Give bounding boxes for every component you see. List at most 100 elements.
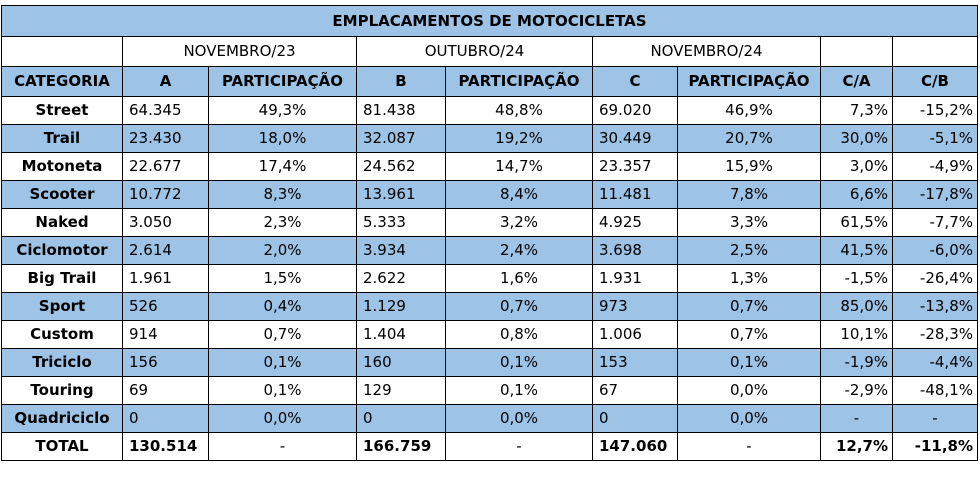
share-a-cell: 2,3% <box>208 208 357 237</box>
change-c-b-cell: -7,7% <box>892 208 978 237</box>
value-c-cell: 30.449 <box>592 124 678 153</box>
change-c-a-cell: 41,5% <box>820 236 893 265</box>
value-b-cell: 1.129 <box>356 292 446 321</box>
column-header-categoria: CATEGORIA <box>1 66 123 97</box>
category-cell: Touring <box>1 376 123 405</box>
column-header-participacao-b: PARTICIPAÇÃO <box>445 66 593 97</box>
value-b-cell: 2.622 <box>356 264 446 293</box>
share-b-cell: 0,7% <box>445 292 593 321</box>
change-c-b-cell: -4,9% <box>892 152 978 181</box>
share-a-cell: 49,3% <box>208 96 357 125</box>
category-cell: Ciclomotor <box>1 236 123 265</box>
share-c-cell: 3,3% <box>677 208 821 237</box>
change-c-a-cell: -1,5% <box>820 264 893 293</box>
share-a-cell: 1,5% <box>208 264 357 293</box>
total-row: TOTAL 130.514-166.759-147.060-12,7% -11,8% <box>1 432 978 461</box>
value-b-cell: 160 <box>356 348 446 377</box>
value-b-cell: 81.438 <box>356 96 446 125</box>
category-cell: Big Trail <box>1 264 123 293</box>
share-b-cell: 0,8% <box>445 320 593 349</box>
value-a-cell: 156 <box>122 348 209 377</box>
total-change-c-a-cell: 12,7% <box>820 432 893 461</box>
value-a-cell: 2.614 <box>122 236 209 265</box>
share-b-cell: 0,1% <box>445 376 593 405</box>
share-c-cell: 46,9% <box>677 96 821 125</box>
share-b-cell: 8,4% <box>445 180 593 209</box>
value-b-cell: 13.961 <box>356 180 446 209</box>
share-a-cell: 0,1% <box>208 376 357 405</box>
total-share-b-cell: - <box>445 432 593 461</box>
period-header-nov24: NOVEMBRO/24 <box>592 36 821 67</box>
share-b-cell: 0,1% <box>445 348 593 377</box>
period-header-blank-cb <box>892 36 978 67</box>
change-c-b-cell: -6,0% <box>892 236 978 265</box>
value-c-cell: 11.481 <box>592 180 678 209</box>
change-c-a-cell: - <box>820 404 893 433</box>
share-b-cell: 3,2% <box>445 208 593 237</box>
column-header-c-b: C/B <box>892 66 978 97</box>
change-c-a-cell: -1,9% <box>820 348 893 377</box>
period-header-nov23: NOVEMBRO/23 <box>122 36 357 67</box>
share-c-cell: 1,3% <box>677 264 821 293</box>
change-c-a-cell: 3,0% <box>820 152 893 181</box>
value-a-cell: 0 <box>122 404 209 433</box>
share-a-cell: 17,4% <box>208 152 357 181</box>
table-wrapper: EMPLACAMENTOS DE MOTOCICLETAS NOVEMBRO/2… <box>1 5 978 461</box>
category-cell: Custom <box>1 320 123 349</box>
table-row: Ciclomotor 2.614 2,0% 3.934 2,4% 3.698 2,5% 41,… <box>1 236 978 265</box>
share-c-cell: 0,0% <box>677 376 821 405</box>
change-c-b-cell: -17,8% <box>892 180 978 209</box>
column-header-b: B <box>356 66 446 97</box>
change-c-b-cell: -26,4% <box>892 264 978 293</box>
total-share-c-cell: - <box>677 432 821 461</box>
value-b-cell: 1.404 <box>356 320 446 349</box>
table-row: Scooter 10.772 8,3% 13.961 8,4% 11.481 7,8% 6,6… <box>1 180 978 209</box>
value-a-cell: 22.677 <box>122 152 209 181</box>
share-b-cell: 48,8% <box>445 96 593 125</box>
change-c-a-cell: 7,3% <box>820 96 893 125</box>
table-row: Quadriciclo 0 0,0% 0 0,0% 0 0,0% - - <box>1 404 978 433</box>
change-c-a-cell: 10,1% <box>820 320 893 349</box>
total-change-c-b-cell: -11,8% <box>892 432 978 461</box>
emplacamentos-table: EMPLACAMENTOS DE MOTOCICLETAS NOVEMBRO/2… <box>1 5 978 461</box>
value-c-cell: 0 <box>592 404 678 433</box>
share-a-cell: 18,0% <box>208 124 357 153</box>
change-c-b-cell: -15,2% <box>892 96 978 125</box>
value-c-cell: 67 <box>592 376 678 405</box>
table-row: Motoneta 22.677 17,4% 24.562 14,7% 23.357 15,9… <box>1 152 978 181</box>
column-header-c-a: C/A <box>820 66 893 97</box>
value-b-cell: 5.333 <box>356 208 446 237</box>
period-header-blank <box>1 36 123 67</box>
value-b-cell: 0 <box>356 404 446 433</box>
total-a-cell: 130.514 <box>122 432 209 461</box>
category-cell: Scooter <box>1 180 123 209</box>
change-c-b-cell: -5,1% <box>892 124 978 153</box>
value-a-cell: 10.772 <box>122 180 209 209</box>
share-c-cell: 2,5% <box>677 236 821 265</box>
value-a-cell: 3.050 <box>122 208 209 237</box>
column-header-participacao-c: PARTICIPAÇÃO <box>677 66 821 97</box>
change-c-a-cell: 30,0% <box>820 124 893 153</box>
category-cell: Triciclo <box>1 348 123 377</box>
value-a-cell: 23.430 <box>122 124 209 153</box>
share-c-cell: 0,7% <box>677 292 821 321</box>
share-c-cell: 7,8% <box>677 180 821 209</box>
share-b-cell: 1,6% <box>445 264 593 293</box>
value-c-cell: 23.357 <box>592 152 678 181</box>
total-c-cell: 147.060 <box>592 432 678 461</box>
change-c-b-cell: -48,1% <box>892 376 978 405</box>
column-header-a: A <box>122 66 209 97</box>
value-a-cell: 914 <box>122 320 209 349</box>
column-header-row: CATEGORIA A PARTICIPAÇÃO B PARTICIPAÇÃO … <box>1 66 978 97</box>
change-c-b-cell: -13,8% <box>892 292 978 321</box>
table-row: Big Trail 1.961 1,5% 2.622 1,6% 1.931 1,3% -1,5… <box>1 264 978 293</box>
change-c-a-cell: 61,5% <box>820 208 893 237</box>
table-row: Custom 914 0,7% 1.404 0,8% 1.006 0,7% 10,1% -28,… <box>1 320 978 349</box>
column-header-c: C <box>592 66 678 97</box>
total-label-cell: TOTAL <box>1 432 123 461</box>
change-c-a-cell: -2,9% <box>820 376 893 405</box>
share-c-cell: 0,1% <box>677 348 821 377</box>
table-row: Touring 69 0,1% 129 0,1% 67 0,0% -2,9% -48,1% <box>1 376 978 405</box>
share-a-cell: 2,0% <box>208 236 357 265</box>
category-cell: Trail <box>1 124 123 153</box>
